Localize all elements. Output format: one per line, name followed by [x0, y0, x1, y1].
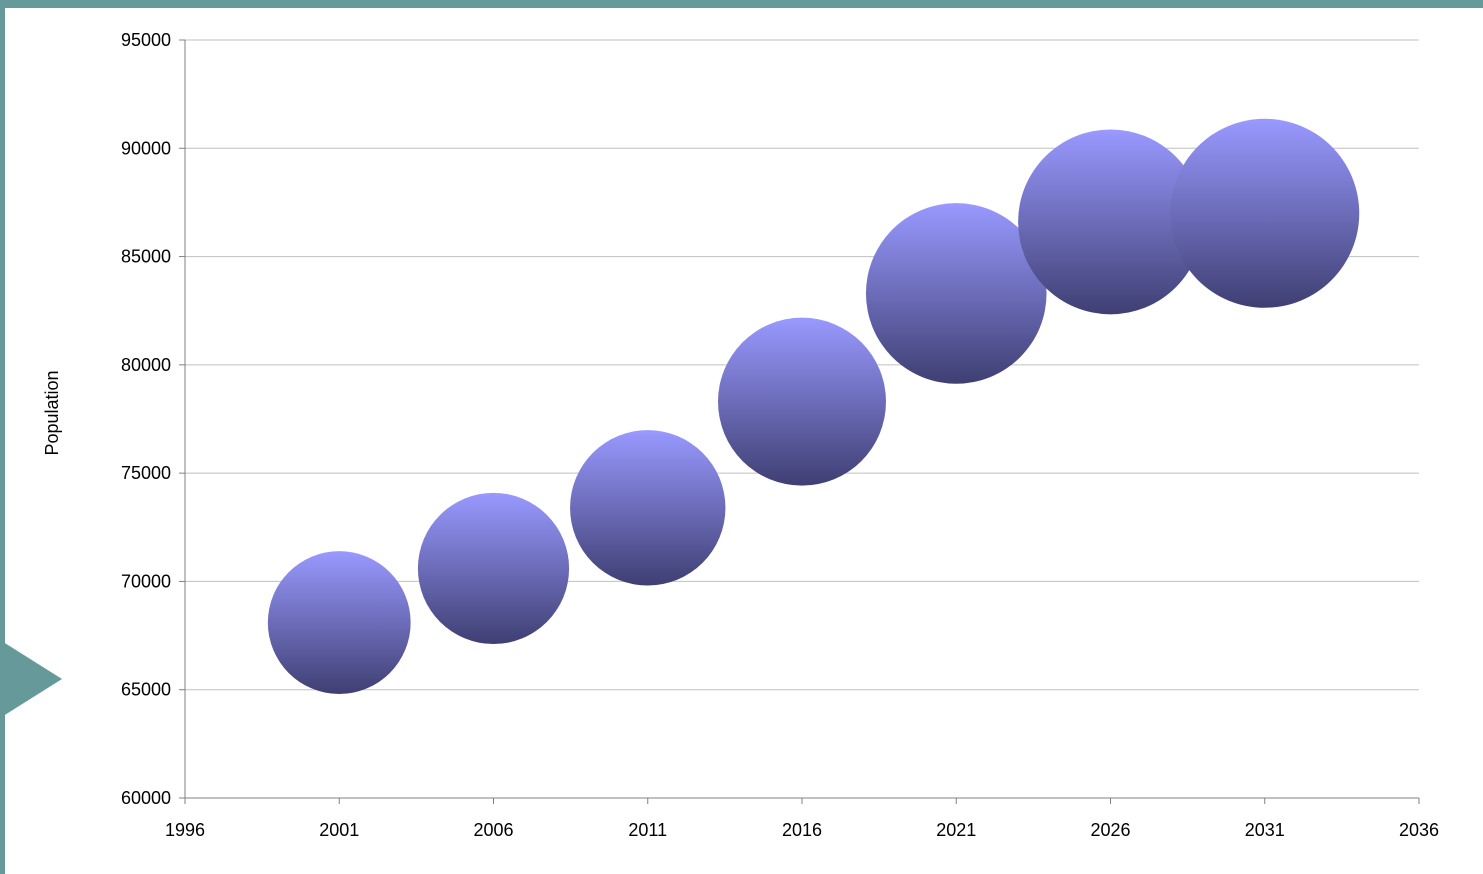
data-bubble [718, 317, 886, 486]
y-tick-label: 65000 [121, 680, 171, 700]
x-tick-label: 2036 [1399, 820, 1439, 840]
y-tick-label: 90000 [121, 138, 171, 158]
data-bubble [1018, 129, 1203, 315]
y-tick-labels: 95000 90000 85000 80000 75000 70000 65000 60000 [121, 30, 171, 808]
y-tick-label: 95000 [121, 30, 171, 50]
x-tick-label: 2001 [319, 820, 359, 840]
data-bubble [417, 492, 570, 645]
y-tick-label: 80000 [121, 355, 171, 375]
top-frame-bar [0, 0, 1483, 8]
pointer-triangle-icon [0, 640, 62, 718]
x-tick-label: 1996 [165, 820, 205, 840]
y-tick-label: 85000 [121, 247, 171, 267]
data-bubble [267, 551, 411, 694]
x-tick-label: 2006 [473, 820, 513, 840]
y-tick-label: 60000 [121, 788, 171, 808]
bubbles [267, 118, 1360, 694]
x-tick-labels: 1996 2001 2006 2011 2016 2021 2026 2031 2036 [165, 820, 1439, 840]
axes [179, 39, 1420, 804]
x-tick-label: 2031 [1245, 820, 1285, 840]
y-axis-title: Population [42, 370, 62, 455]
x-tick-label: 2011 [628, 820, 667, 840]
data-bubble [865, 203, 1047, 384]
left-frame-bar [0, 0, 5, 874]
y-tick-label: 75000 [121, 463, 171, 483]
data-bubble [1170, 118, 1360, 308]
data-bubble [570, 430, 726, 586]
x-tick-label: 2026 [1090, 820, 1130, 840]
y-tick-label: 70000 [121, 571, 171, 591]
x-tick-label: 2016 [782, 820, 822, 840]
x-tick-label: 2021 [936, 820, 976, 840]
